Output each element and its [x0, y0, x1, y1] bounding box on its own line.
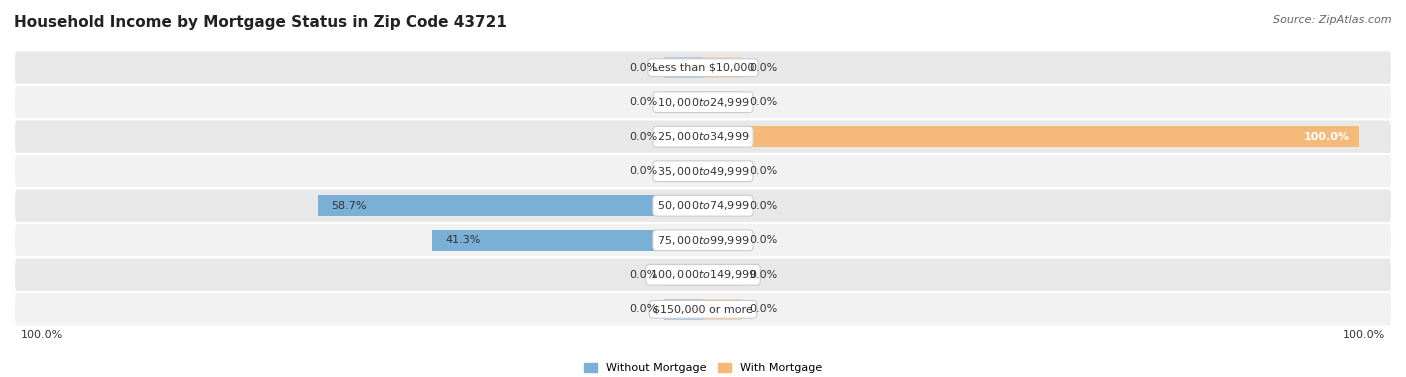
- Bar: [664, 161, 703, 182]
- Text: $150,000 or more: $150,000 or more: [654, 304, 752, 314]
- Text: 0.0%: 0.0%: [628, 270, 657, 280]
- Text: 41.3%: 41.3%: [446, 235, 481, 245]
- Text: 58.7%: 58.7%: [330, 201, 367, 211]
- Text: 0.0%: 0.0%: [749, 270, 778, 280]
- Text: $25,000 to $34,999: $25,000 to $34,999: [657, 130, 749, 143]
- Text: 100.0%: 100.0%: [1343, 330, 1385, 340]
- Bar: [703, 195, 742, 216]
- FancyBboxPatch shape: [14, 120, 1392, 154]
- FancyBboxPatch shape: [14, 292, 1392, 326]
- Text: $35,000 to $49,999: $35,000 to $49,999: [657, 165, 749, 178]
- Text: 0.0%: 0.0%: [628, 166, 657, 176]
- Text: 0.0%: 0.0%: [749, 63, 778, 73]
- Text: 0.0%: 0.0%: [749, 166, 778, 176]
- Text: 0.0%: 0.0%: [628, 304, 657, 314]
- Text: 0.0%: 0.0%: [628, 63, 657, 73]
- Text: $10,000 to $24,999: $10,000 to $24,999: [657, 96, 749, 109]
- Text: $75,000 to $99,999: $75,000 to $99,999: [657, 234, 749, 247]
- Bar: [664, 264, 703, 285]
- FancyBboxPatch shape: [14, 85, 1392, 120]
- Text: Source: ZipAtlas.com: Source: ZipAtlas.com: [1274, 15, 1392, 25]
- Text: $100,000 to $149,999: $100,000 to $149,999: [650, 268, 756, 281]
- Text: 0.0%: 0.0%: [749, 304, 778, 314]
- Text: Household Income by Mortgage Status in Zip Code 43721: Household Income by Mortgage Status in Z…: [14, 15, 508, 30]
- FancyBboxPatch shape: [14, 188, 1392, 223]
- Bar: [703, 126, 1360, 147]
- FancyBboxPatch shape: [14, 223, 1392, 257]
- FancyBboxPatch shape: [14, 51, 1392, 85]
- Text: 0.0%: 0.0%: [749, 201, 778, 211]
- Text: 100.0%: 100.0%: [1303, 132, 1350, 142]
- Text: 100.0%: 100.0%: [21, 330, 63, 340]
- Bar: [703, 57, 742, 78]
- Legend: Without Mortgage, With Mortgage: Without Mortgage, With Mortgage: [579, 359, 827, 377]
- Bar: [432, 230, 703, 251]
- Bar: [703, 230, 742, 251]
- Text: 0.0%: 0.0%: [749, 235, 778, 245]
- Bar: [703, 264, 742, 285]
- Text: $50,000 to $74,999: $50,000 to $74,999: [657, 199, 749, 212]
- Text: 0.0%: 0.0%: [749, 97, 778, 107]
- Text: Less than $10,000: Less than $10,000: [652, 63, 754, 73]
- Bar: [664, 92, 703, 113]
- Bar: [318, 195, 703, 216]
- Text: 0.0%: 0.0%: [628, 132, 657, 142]
- Bar: [664, 57, 703, 78]
- FancyBboxPatch shape: [14, 257, 1392, 292]
- Bar: [664, 126, 703, 147]
- Text: 0.0%: 0.0%: [628, 97, 657, 107]
- Bar: [703, 92, 742, 113]
- Bar: [703, 299, 742, 320]
- Bar: [703, 161, 742, 182]
- FancyBboxPatch shape: [14, 154, 1392, 188]
- Bar: [664, 299, 703, 320]
